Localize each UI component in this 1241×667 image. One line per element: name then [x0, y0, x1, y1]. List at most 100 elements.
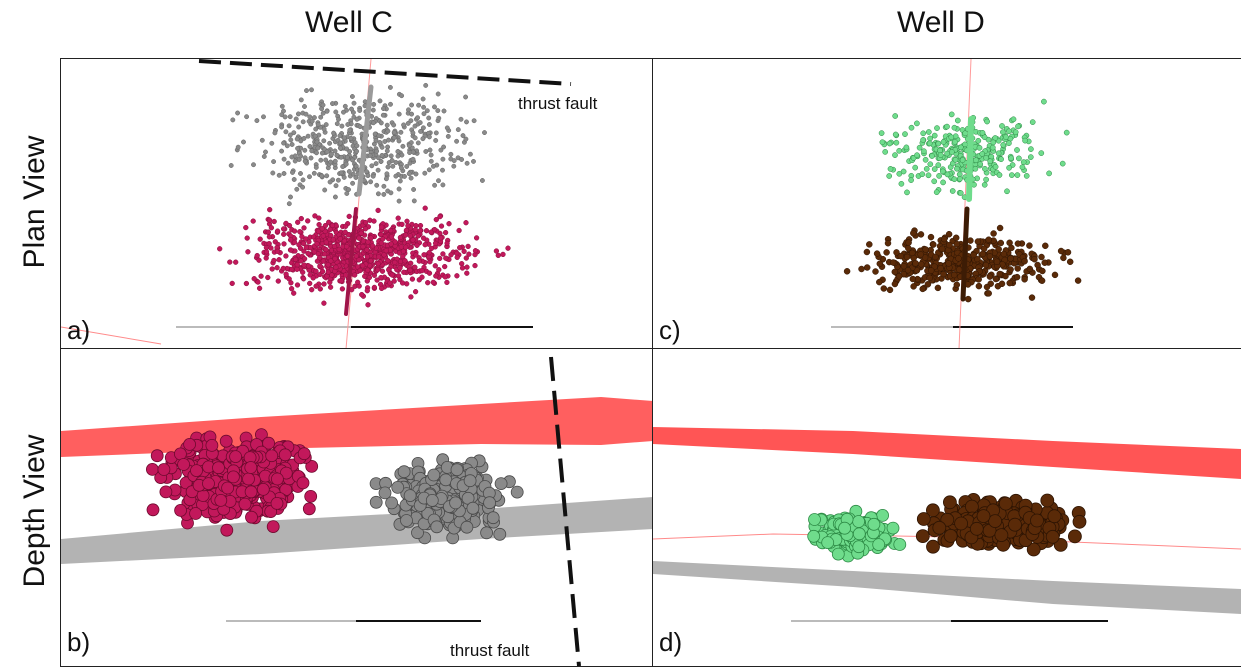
- event-point: [419, 274, 425, 280]
- event-point: [915, 529, 930, 544]
- event-point: [975, 137, 982, 144]
- event-point: [391, 122, 397, 128]
- event-point: [373, 137, 379, 143]
- event-point: [1026, 242, 1033, 249]
- event-point: [317, 286, 323, 292]
- event-point: [329, 222, 336, 229]
- event-point: [318, 157, 324, 163]
- event-point: [283, 271, 289, 277]
- event-point: [992, 163, 999, 170]
- event-point: [349, 106, 354, 112]
- event-point: [285, 160, 291, 166]
- event-point: [251, 162, 256, 168]
- event-point: [916, 144, 923, 151]
- event-point: [383, 248, 389, 254]
- event-point: [410, 237, 416, 243]
- event-point: [324, 149, 330, 155]
- event-point: [410, 156, 416, 162]
- event-point: [425, 280, 431, 286]
- event-point: [1019, 164, 1026, 171]
- stage-cloud-green: [807, 504, 907, 563]
- event-point: [932, 520, 947, 535]
- event-point: [412, 289, 419, 295]
- event-point: [313, 283, 319, 289]
- event-point: [940, 179, 946, 186]
- event-point: [400, 248, 407, 254]
- event-point: [228, 163, 234, 168]
- event-point: [295, 219, 301, 225]
- event-point: [341, 174, 347, 180]
- event-point: [930, 241, 937, 248]
- event-point: [322, 251, 328, 257]
- panel-a-plan-view-well-c: a) thrust fault: [60, 58, 654, 350]
- event-point: [1012, 129, 1019, 136]
- event-point: [309, 148, 315, 154]
- event-point: [444, 279, 450, 286]
- event-point: [996, 172, 1003, 178]
- event-point: [912, 164, 919, 171]
- event-point: [379, 144, 385, 150]
- event-point: [946, 241, 953, 249]
- event-point: [905, 239, 912, 246]
- event-point: [898, 180, 905, 187]
- event-point: [397, 258, 404, 265]
- event-point: [463, 94, 469, 100]
- event-point: [212, 461, 225, 475]
- event-point: [1067, 529, 1082, 544]
- event-point: [414, 242, 420, 248]
- event-point: [494, 477, 508, 491]
- event-point: [471, 158, 476, 164]
- event-point: [402, 258, 408, 264]
- event-point: [395, 153, 401, 159]
- event-point: [282, 114, 288, 120]
- event-point: [952, 156, 959, 163]
- event-point: [330, 237, 336, 243]
- event-point: [984, 118, 990, 125]
- event-point: [902, 131, 908, 137]
- event-point: [437, 213, 443, 220]
- event-point: [305, 263, 312, 269]
- event-point: [339, 286, 346, 292]
- event-point: [982, 165, 988, 172]
- event-point: [457, 245, 463, 251]
- event-point: [1041, 98, 1047, 105]
- event-point: [295, 145, 301, 151]
- event-point: [235, 110, 241, 116]
- event-point: [356, 235, 362, 241]
- event-point: [202, 477, 215, 491]
- event-point: [1010, 116, 1017, 123]
- event-point: [291, 228, 298, 234]
- event-point: [245, 510, 258, 524]
- event-point: [334, 121, 340, 127]
- event-point: [303, 111, 309, 117]
- event-point: [284, 143, 290, 149]
- event-point: [396, 138, 402, 144]
- event-point: [979, 151, 986, 157]
- event-point: [880, 285, 888, 292]
- event-point: [354, 143, 360, 149]
- event-point: [357, 267, 363, 274]
- event-point: [1038, 253, 1045, 261]
- event-point: [449, 496, 463, 510]
- event-point: [493, 248, 500, 254]
- event-point: [977, 161, 984, 167]
- event-point: [999, 123, 1005, 129]
- event-point: [146, 463, 159, 476]
- event-point: [463, 474, 477, 488]
- event-point: [1014, 147, 1020, 153]
- event-point: [931, 132, 938, 139]
- event-point: [1008, 155, 1014, 162]
- event-point: [327, 140, 333, 146]
- event-point: [297, 245, 304, 251]
- event-point: [263, 244, 270, 251]
- event-point: [364, 247, 370, 253]
- event-point: [886, 173, 893, 179]
- event-point: [940, 270, 947, 278]
- event-point: [893, 139, 900, 146]
- event-point: [271, 218, 277, 225]
- event-point: [333, 109, 339, 115]
- event-point: [1006, 128, 1012, 135]
- stage-cloud-brown: [915, 492, 1087, 557]
- event-point: [174, 447, 187, 461]
- event-point: [1046, 170, 1052, 177]
